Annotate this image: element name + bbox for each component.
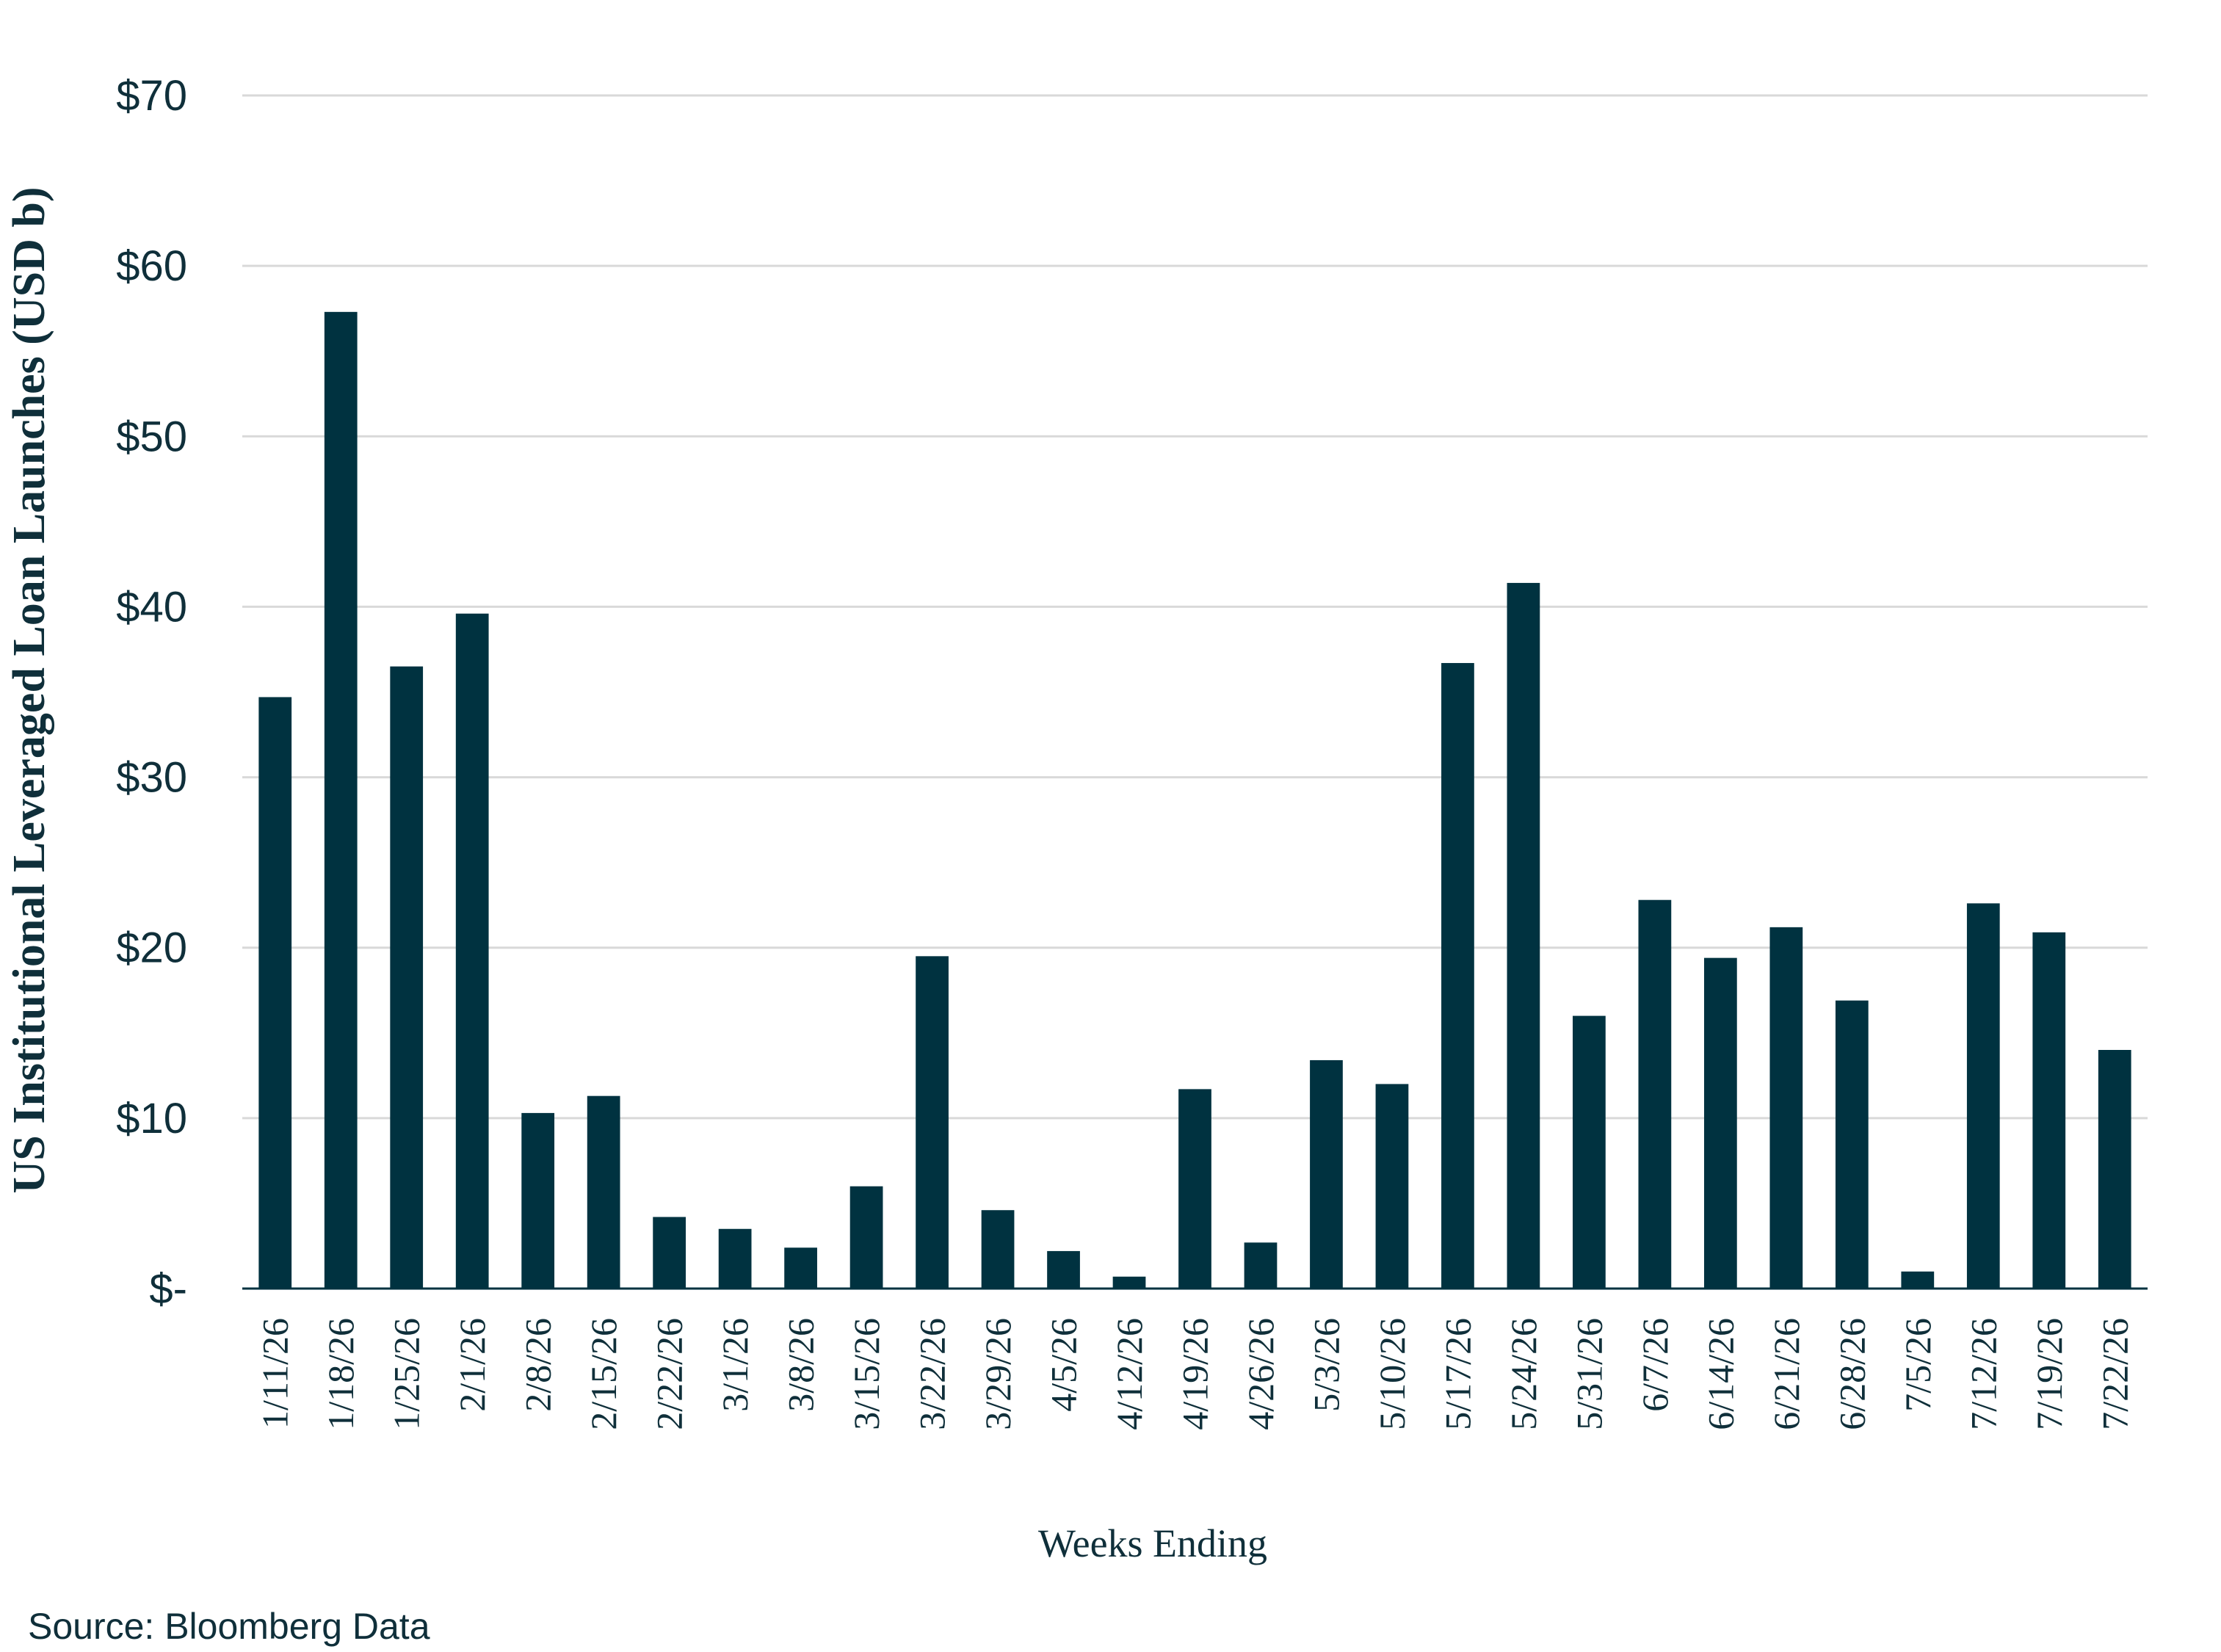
bar xyxy=(1441,663,1474,1289)
bar xyxy=(1112,1276,1146,1289)
x-tick-label: 3/29/26 xyxy=(977,1318,1018,1430)
x-tick-label: 3/1/26 xyxy=(714,1318,756,1412)
bar xyxy=(1375,1084,1409,1289)
x-tick-label: 3/15/26 xyxy=(846,1318,887,1430)
y-tick-label: $30 xyxy=(116,754,187,802)
bar xyxy=(981,1210,1015,1289)
bar xyxy=(1310,1059,1343,1289)
bar xyxy=(718,1228,752,1289)
bar xyxy=(916,956,949,1289)
bar xyxy=(2032,932,2066,1289)
gridlines xyxy=(242,94,2148,1120)
x-tick-label: 5/3/26 xyxy=(1305,1318,1347,1412)
bar xyxy=(1244,1242,1278,1289)
bar xyxy=(587,1095,620,1289)
bar xyxy=(849,1186,883,1289)
x-tick-label: 2/15/26 xyxy=(583,1318,624,1430)
y-tick-label: $60 xyxy=(116,242,187,290)
x-tick-label: 7/22/26 xyxy=(2094,1318,2135,1430)
bar xyxy=(1769,927,1803,1289)
bar xyxy=(390,666,424,1289)
x-tick-label: 1/11/26 xyxy=(255,1318,296,1429)
bar xyxy=(653,1217,686,1289)
y-tick-label: $10 xyxy=(116,1095,187,1142)
bar xyxy=(2098,1050,2131,1289)
x-tick-label: 5/24/26 xyxy=(1503,1318,1544,1430)
x-tick-label: 2/1/26 xyxy=(452,1318,493,1412)
bar xyxy=(1638,899,1672,1289)
x-tick-label: 6/7/26 xyxy=(1634,1318,1675,1412)
x-tick-label: 4/26/26 xyxy=(1240,1318,1281,1430)
x-tick-label: 5/31/26 xyxy=(1568,1318,1609,1430)
x-tick-label: 2/22/26 xyxy=(649,1318,690,1430)
x-tick-label: 6/28/26 xyxy=(1831,1318,1872,1430)
x-tick-label: 4/5/26 xyxy=(1043,1318,1084,1412)
x-tick-label: 1/18/26 xyxy=(320,1318,361,1430)
x-tick-label: 7/19/26 xyxy=(2029,1318,2070,1430)
bar xyxy=(1507,582,1540,1289)
x-tick-label: 7/5/26 xyxy=(1897,1318,1938,1412)
bar xyxy=(1047,1250,1080,1289)
y-tick-label: $40 xyxy=(116,583,187,631)
bar xyxy=(258,697,292,1289)
y-tick-label: $70 xyxy=(116,72,187,120)
bar xyxy=(1703,957,1737,1289)
bar xyxy=(455,613,489,1289)
bar xyxy=(784,1247,817,1289)
x-axis-label: Weeks Ending xyxy=(1038,1521,1267,1565)
x-tick-labels: 1/11/26 1/18/26 1/25/26 2/1/26 2/8/26 2/15/26… xyxy=(255,1318,2136,1430)
bar xyxy=(1178,1089,1211,1289)
x-tick-label: 7/12/26 xyxy=(1963,1318,2004,1430)
bar xyxy=(521,1112,555,1289)
x-tick-label: 2/8/26 xyxy=(518,1318,559,1412)
bars xyxy=(258,311,2131,1289)
x-tick-label: 4/12/26 xyxy=(1109,1318,1150,1430)
bar xyxy=(1835,1000,1869,1289)
x-tick-label: 3/8/26 xyxy=(780,1318,822,1412)
bar xyxy=(324,311,358,1289)
x-tick-label: 5/17/26 xyxy=(1437,1318,1478,1430)
x-tick-label: 6/21/26 xyxy=(1766,1318,1807,1430)
y-tick-label: $20 xyxy=(116,924,187,972)
y-axis-label: US Institutional Leveraged Loan Launches… xyxy=(4,186,54,1193)
x-tick-label: 1/25/26 xyxy=(386,1318,427,1430)
x-tick-label: 3/22/26 xyxy=(912,1318,953,1430)
x-tick-label: 4/19/26 xyxy=(1175,1318,1216,1430)
x-tick-label: 5/10/26 xyxy=(1372,1318,1413,1430)
y-tick-labels: $- $10 $20 $30 $40 $50 $60 $70 xyxy=(116,72,187,1313)
source-note: Source: Bloomberg Data xyxy=(28,1606,430,1647)
bar xyxy=(1901,1271,1935,1289)
bar xyxy=(1573,1015,1606,1289)
x-tick-label: 6/14/26 xyxy=(1700,1318,1741,1430)
y-tick-label: $50 xyxy=(116,413,187,460)
bar xyxy=(1966,903,2000,1289)
y-tick-label: $- xyxy=(149,1265,187,1313)
